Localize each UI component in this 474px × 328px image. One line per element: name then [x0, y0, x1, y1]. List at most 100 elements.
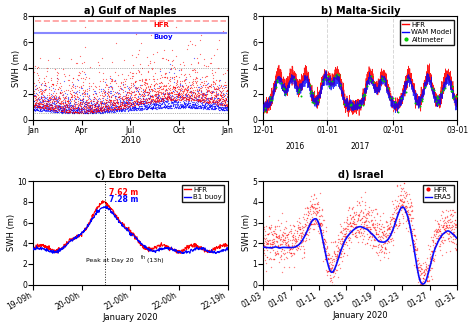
Point: [197, 105, 204, 110]
Point: [223, 106, 230, 112]
Point: [94, 60, 101, 65]
Point: [44, 105, 51, 110]
Point: [303, 205, 310, 211]
Point: [131, 103, 139, 108]
Point: [43, 102, 50, 107]
Point: [101, 89, 109, 94]
Point: [179, 88, 187, 93]
Point: [191, 90, 198, 95]
Point: [67, 107, 74, 112]
Point: [34, 100, 42, 106]
Point: [121, 106, 128, 112]
Point: [54, 98, 62, 104]
Point: [118, 102, 126, 107]
Point: [158, 95, 165, 100]
Point: [345, 205, 353, 210]
Point: [142, 88, 149, 93]
Point: [259, 256, 267, 261]
Point: [311, 206, 319, 211]
Point: [177, 86, 184, 91]
Point: [74, 97, 82, 102]
Point: [163, 96, 170, 101]
Point: [135, 102, 142, 107]
Point: [129, 83, 137, 88]
Point: [159, 95, 166, 101]
Point: [390, 218, 398, 223]
Point: [42, 102, 49, 107]
Point: [297, 240, 305, 246]
Point: [134, 99, 141, 105]
Point: [58, 104, 65, 109]
Point: [413, 247, 420, 252]
Point: [221, 84, 228, 90]
Point: [61, 108, 68, 113]
Point: [322, 247, 330, 252]
Point: [117, 95, 124, 101]
Point: [188, 80, 196, 85]
Point: [112, 106, 119, 112]
Point: [77, 75, 85, 81]
Point: [83, 104, 91, 110]
Point: [104, 89, 111, 94]
Point: [366, 226, 374, 231]
Point: [334, 232, 342, 237]
Point: [34, 108, 41, 113]
Point: [208, 104, 215, 110]
Point: [118, 71, 126, 76]
Point: [356, 200, 363, 205]
Point: [126, 95, 134, 100]
Point: [87, 102, 94, 108]
Point: [79, 97, 86, 102]
Point: [188, 68, 196, 73]
Point: [219, 96, 227, 101]
Point: [355, 217, 362, 222]
Point: [137, 99, 145, 104]
Point: [140, 100, 147, 106]
Point: [280, 237, 287, 242]
Point: [86, 109, 93, 114]
Point: [221, 99, 229, 105]
Point: [186, 73, 193, 79]
Point: [391, 219, 399, 225]
Point: [412, 236, 419, 242]
Point: [384, 227, 392, 232]
Point: [91, 89, 99, 94]
Point: [98, 86, 105, 91]
Point: [119, 82, 127, 87]
Point: [132, 31, 139, 36]
Point: [133, 86, 140, 91]
Point: [108, 101, 116, 107]
Point: [168, 100, 176, 105]
Point: [63, 98, 71, 103]
Point: [139, 96, 147, 101]
Point: [136, 107, 144, 112]
Point: [146, 93, 154, 98]
Point: [170, 100, 178, 105]
Point: [158, 80, 166, 86]
Point: [348, 205, 356, 211]
Point: [31, 108, 38, 113]
Point: [88, 108, 96, 113]
Point: [213, 102, 220, 107]
Point: [108, 98, 115, 103]
Point: [111, 106, 119, 111]
Point: [34, 103, 41, 109]
Point: [75, 109, 82, 114]
Point: [437, 238, 445, 244]
Point: [163, 96, 171, 102]
Point: [165, 93, 173, 99]
Point: [131, 92, 139, 97]
Point: [217, 84, 224, 90]
Point: [183, 103, 191, 108]
Point: [337, 223, 345, 228]
Point: [195, 91, 202, 96]
Point: [188, 103, 196, 108]
Point: [409, 227, 417, 232]
Point: [301, 238, 309, 243]
Point: [135, 78, 142, 83]
Point: [184, 94, 192, 99]
Point: [172, 97, 180, 102]
Point: [311, 218, 319, 224]
Point: [432, 244, 439, 249]
Point: [363, 83, 371, 88]
